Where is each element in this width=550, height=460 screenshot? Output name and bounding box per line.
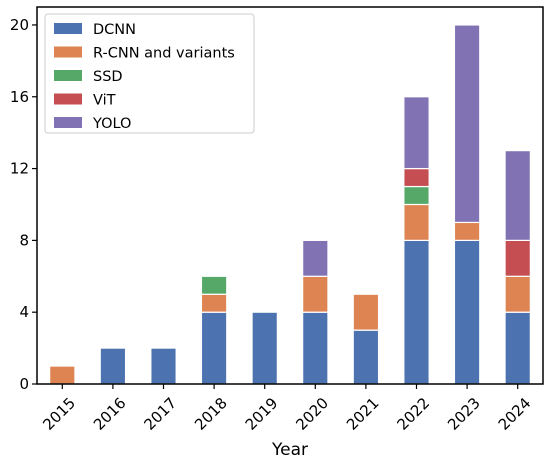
bar-2017-series-0: [150, 347, 177, 385]
bar-2022-series-4: [403, 96, 430, 170]
bar-2023-series-0: [453, 239, 481, 385]
x-tick-label: 2017: [141, 394, 181, 434]
x-tick-label: 2016: [90, 394, 130, 434]
legend-swatch-3: [54, 93, 82, 105]
legend-swatch-0: [54, 23, 82, 34]
bar-2024-series-1: [504, 275, 531, 313]
bar-2020-series-0: [302, 311, 329, 385]
y-tick-label: 20: [10, 16, 29, 34]
x-tick-label: 2015: [39, 394, 79, 434]
x-tick-label: 2024: [495, 394, 535, 434]
bar-2015-series-1: [49, 365, 76, 385]
y-tick-label: 8: [19, 231, 29, 249]
x-tick-label: 2022: [394, 394, 434, 434]
bar-2021-series-0: [352, 329, 380, 385]
x-tick-label: 2020: [292, 394, 332, 434]
bar-2016-series-0: [99, 347, 127, 385]
bar-2024-series-0: [504, 311, 531, 385]
bar-2018-series-0: [200, 311, 228, 385]
bars-layer: [49, 24, 531, 385]
y-tick-label: 4: [19, 303, 29, 321]
y-tick-label: 12: [10, 160, 29, 178]
legend-label-4: YOLO: [92, 116, 131, 132]
bar-2022-series-3: [403, 167, 430, 188]
legend: DCNN R-CNN and variants SSD ViT YOLO: [44, 13, 255, 134]
legend-swatch-4: [54, 117, 82, 128]
bar-2020-series-1: [302, 275, 329, 313]
legend-label-0: DCNN: [93, 22, 136, 38]
bar-2018-series-1: [200, 293, 228, 313]
y-tick-label: 16: [10, 88, 29, 106]
bar-2023-series-4: [453, 24, 481, 224]
bar-2024-series-3: [504, 239, 531, 277]
legend-label-1: R-CNN and variants: [93, 46, 235, 62]
x-tick-label: 2019: [242, 394, 282, 434]
y-tick-label: 0: [19, 375, 29, 393]
x-tick-label: 2023: [444, 394, 484, 434]
legend-label-2: SSD: [93, 69, 123, 85]
y-axis: 0 4 8 12 16 20: [10, 16, 37, 393]
bar-2024-series-4: [504, 150, 531, 241]
bar-2019-series-0: [251, 311, 278, 385]
x-axis: 2015 2016 2017 2018 2019 2020 2021 2022 2023 2024: [39, 384, 534, 434]
plot-area-frame: [36, 6, 544, 385]
x-tick-label: 2021: [343, 394, 383, 434]
legend-label-3: ViT: [93, 93, 116, 109]
bar-2022-series-1: [403, 203, 430, 241]
bar-2018-series-2: [200, 275, 228, 295]
bar-2023-series-1: [453, 221, 481, 241]
bar-2022-series-0: [403, 239, 430, 385]
legend-swatch-1: [54, 46, 82, 58]
legend-swatch-2: [54, 70, 82, 81]
bar-2022-series-2: [403, 185, 430, 206]
x-tick-label: 2018: [191, 394, 231, 434]
bar-2020-series-4: [302, 239, 329, 277]
x-axis-title: Year: [271, 440, 308, 460]
legend-box: [44, 13, 255, 134]
bar-2021-series-1: [352, 293, 380, 331]
